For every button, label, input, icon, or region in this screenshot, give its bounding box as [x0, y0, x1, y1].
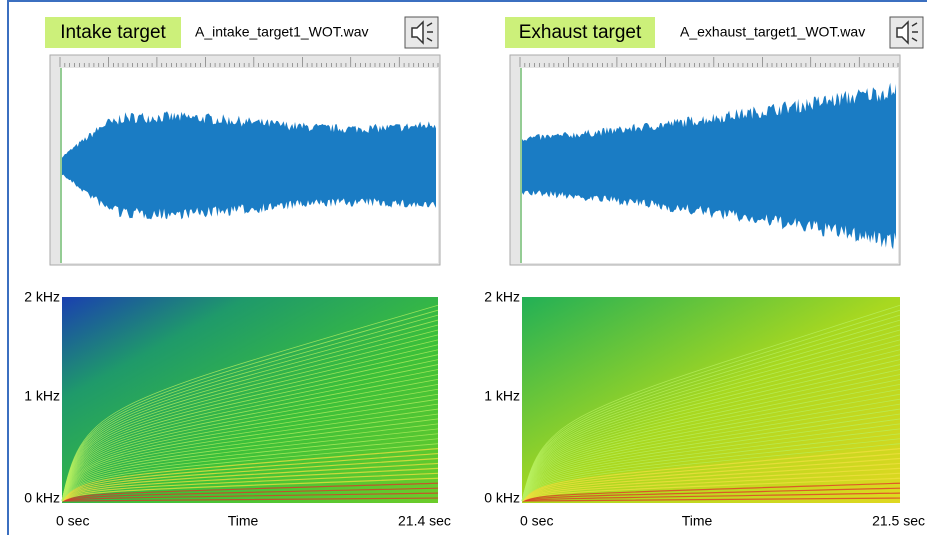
time-label: Time — [228, 513, 259, 529]
harmonic — [61, 497, 439, 502]
title-box — [505, 17, 655, 48]
harmonic — [61, 304, 439, 502]
waveform — [62, 111, 436, 220]
speaker-waves — [911, 22, 918, 42]
file-name: A_intake_target1_WOT.wav — [195, 24, 369, 40]
harmonic — [521, 462, 901, 502]
harmonic — [521, 497, 901, 502]
harmonic — [521, 438, 901, 502]
harmonic — [521, 304, 901, 502]
speaker-icon — [411, 20, 424, 45]
frequency-label: 0 kHz — [24, 490, 60, 506]
waveform — [522, 82, 896, 250]
harmonic — [61, 438, 439, 502]
speaker-icon — [896, 20, 909, 45]
harmonic — [521, 418, 901, 502]
harmonic — [521, 492, 901, 502]
harmonic — [61, 423, 439, 502]
speaker-button[interactable] — [404, 16, 439, 49]
title-box — [45, 17, 181, 48]
harmonic — [61, 472, 439, 502]
harmonic — [61, 457, 439, 502]
harmonic — [521, 457, 901, 502]
harmonic — [61, 462, 439, 502]
harmonic — [61, 448, 439, 502]
frequency-label: 2 kHz — [484, 289, 520, 305]
speaker-waves — [426, 22, 433, 42]
frequency-label: 1 kHz — [484, 388, 520, 404]
harmonic — [521, 428, 901, 502]
harmonic — [61, 467, 439, 502]
time-label: Time — [682, 513, 713, 529]
harmonic — [521, 443, 901, 502]
panel-title: Exhaust target — [519, 22, 642, 43]
time-label: 21.5 sec — [872, 513, 925, 529]
harmonic — [61, 477, 439, 502]
harmonic — [521, 472, 901, 502]
harmonic — [61, 428, 439, 502]
harmonic — [61, 433, 439, 502]
time-label: 0 sec — [520, 513, 553, 529]
file-name: A_exhaust_target1_WOT.wav — [680, 24, 865, 40]
harmonic — [61, 452, 439, 502]
harmonic — [521, 423, 901, 502]
panel: Exhaust target A_exhaust_target1_WOT.wav 2… — [484, 16, 925, 529]
harmonic — [521, 448, 901, 502]
frequency-label: 0 kHz — [484, 490, 520, 506]
time-label: 21.4 sec — [398, 513, 451, 529]
harmonic — [521, 487, 901, 502]
harmonic — [521, 482, 901, 502]
frequency-label: 1 kHz — [24, 388, 60, 404]
harmonic — [61, 482, 439, 502]
harmonic — [61, 487, 439, 502]
harmonic — [61, 418, 439, 502]
harmonic — [61, 443, 439, 502]
speaker-button[interactable] — [889, 16, 924, 49]
harmonic — [521, 467, 901, 502]
frequency-label: 2 kHz — [24, 289, 60, 305]
panel: Intake target A_intake_target1_WOT.wav 2 k… — [24, 16, 451, 529]
time-label: 0 sec — [56, 513, 89, 529]
harmonic — [521, 477, 901, 502]
panel-title: Intake target — [60, 22, 166, 43]
harmonic — [61, 492, 439, 502]
harmonic — [521, 433, 901, 502]
